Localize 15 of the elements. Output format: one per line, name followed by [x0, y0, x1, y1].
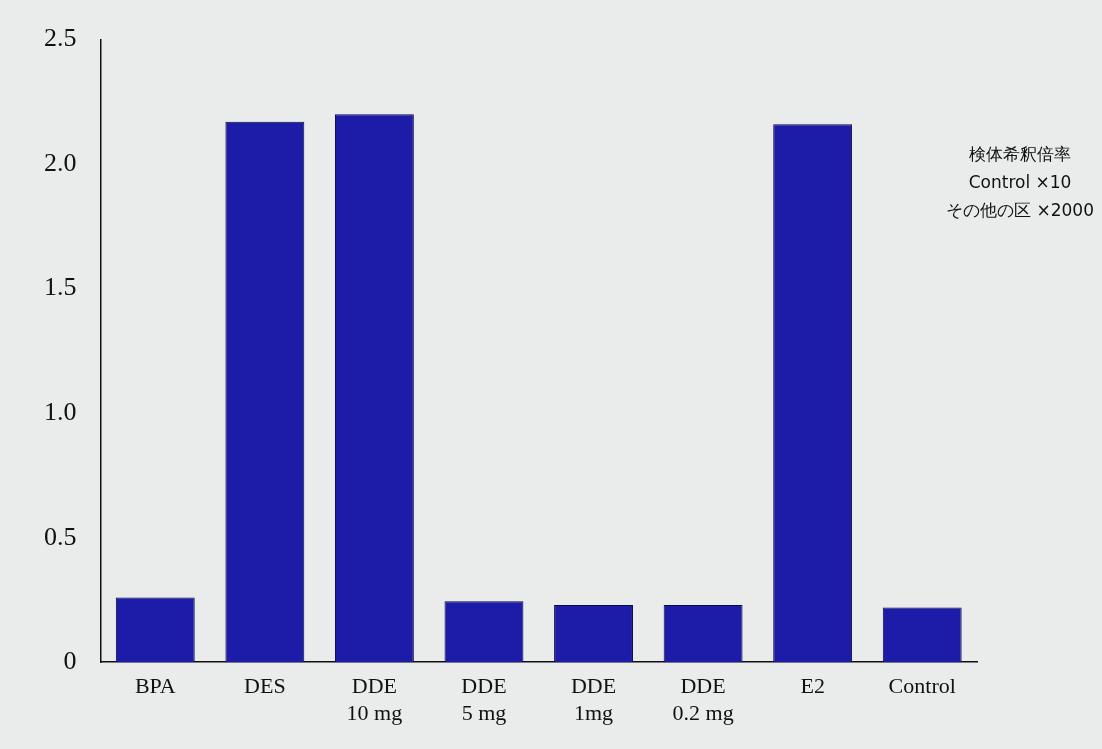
y-tick-label: 2.0	[44, 147, 77, 177]
x-tick-label: DDE 10 mg	[346, 673, 403, 725]
x-tick-label: Control	[888, 673, 956, 699]
x-tick-label: DDE 1mg	[570, 673, 617, 725]
y-tick-label: 0	[63, 646, 77, 676]
y-tick-label: 1.0	[44, 396, 77, 426]
annotation: 検体希釈倍率 Control ×10 その他の区 ×2000	[946, 143, 1094, 222]
x-tick-label: DES	[244, 673, 286, 699]
x-tick-label: BPA	[134, 673, 176, 699]
y-tick-label: 1.5	[44, 272, 77, 302]
y-tick-label: 2.5	[44, 23, 77, 53]
x-tick-label: DDE 0.2 mg	[672, 673, 734, 725]
x-tick-label: DDE 5 mg	[461, 673, 507, 725]
x-tick-label: E2	[800, 673, 825, 699]
y-tick-label: 0.5	[44, 521, 77, 551]
